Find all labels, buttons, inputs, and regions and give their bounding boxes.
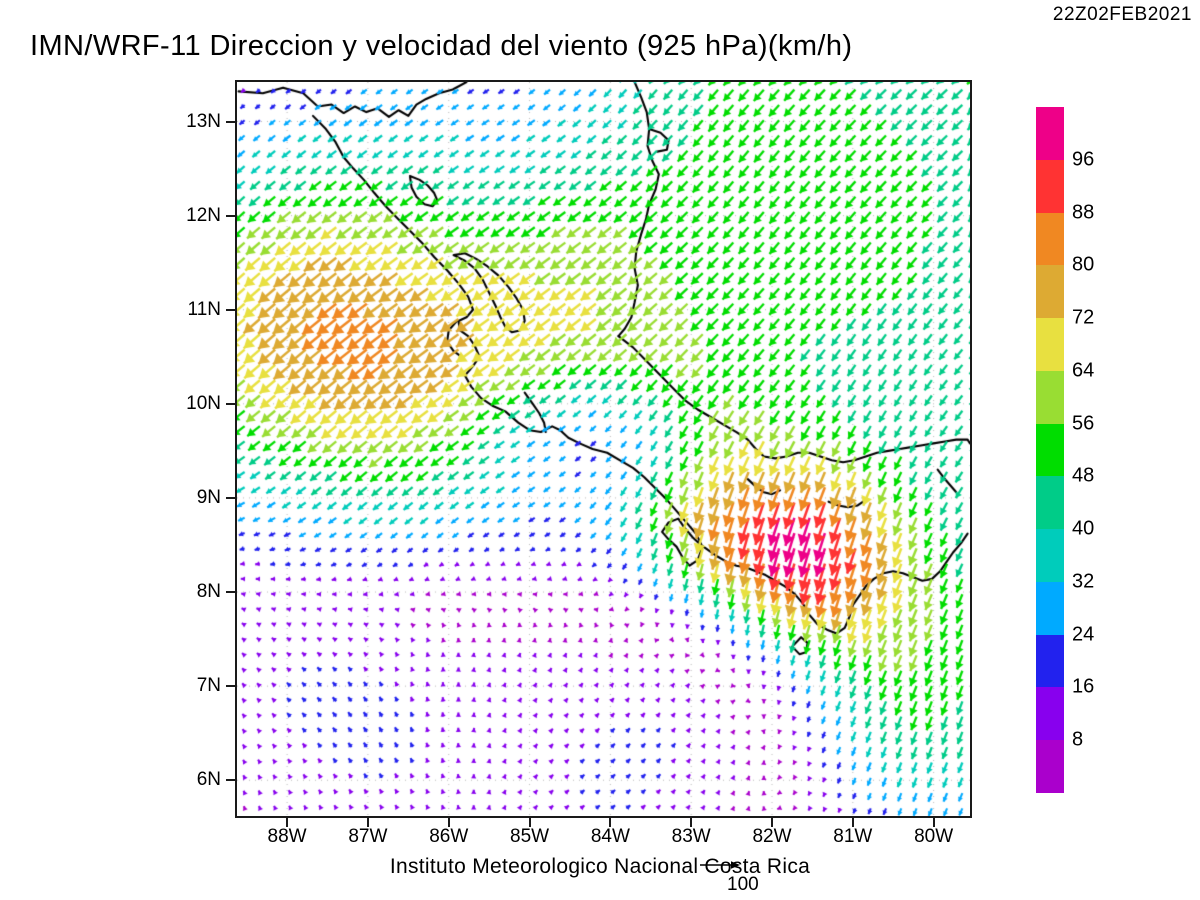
reference-vector-arrow <box>700 861 740 869</box>
longitude-tick-label: 81W <box>833 826 873 847</box>
colorbar-tick-label: 8 <box>1072 728 1084 751</box>
colorbar-band <box>1036 370 1064 424</box>
colorbar-band <box>1036 423 1064 477</box>
colorbar-band <box>1036 107 1064 160</box>
wind-vector-field <box>237 82 970 816</box>
colorbar-tick-label: 32 <box>1072 570 1095 593</box>
latitude-tick-label: 6N <box>196 769 221 791</box>
latitude-tick-mark <box>226 779 235 782</box>
colorbar-band <box>1036 212 1064 266</box>
colorbar-tick-label: 96 <box>1072 148 1095 171</box>
colorbar-tick-label: 80 <box>1072 253 1095 276</box>
colorbar-tick-label: 16 <box>1072 675 1095 698</box>
longitude-tick-mark <box>771 818 773 827</box>
colorbar-tick-label: 56 <box>1072 412 1095 435</box>
longitude-tick-mark <box>690 818 693 827</box>
colorbar-tick-label: 24 <box>1072 623 1095 646</box>
wind-speed-colorbar <box>1036 107 1064 793</box>
page-title: IMN/WRF-11 Direccion y velocidad del vie… <box>30 30 853 62</box>
latitude-tick-label: 12N <box>186 204 221 226</box>
colorbar-tick-label: 88 <box>1072 201 1095 224</box>
latitude-tick-mark <box>226 214 235 217</box>
longitude-tick-mark <box>286 818 289 827</box>
latitude-tick-mark <box>226 685 235 688</box>
longitude-tick-mark <box>932 818 935 827</box>
latitude-tick-label: 11N <box>187 298 221 320</box>
latitude-tick-label: 7N <box>196 675 221 697</box>
longitude-tick-label: 88W <box>267 826 307 847</box>
colorbar-tick-label: 72 <box>1072 306 1095 329</box>
colorbar-tick-label: 40 <box>1072 517 1095 540</box>
colorbar-band <box>1036 581 1064 635</box>
colorbar-band <box>1036 318 1064 371</box>
colorbar-band <box>1036 159 1064 213</box>
reference-vector-label: 100 <box>727 874 759 895</box>
longitude-tick-mark <box>609 818 612 827</box>
colorbar-band <box>1036 687 1064 741</box>
latitude-tick-mark <box>226 496 235 499</box>
longitude-tick-mark <box>366 818 369 827</box>
colorbar-band <box>1036 476 1064 530</box>
longitude-tick-label: 86W <box>429 826 469 847</box>
longitude-tick-mark <box>528 818 531 827</box>
colorbar-band <box>1036 265 1064 319</box>
colorbar-band <box>1036 740 1064 793</box>
latitude-tick-mark <box>226 120 235 123</box>
colorbar-tick-label: 48 <box>1072 464 1095 487</box>
latitude-tick-label: 9N <box>196 486 221 508</box>
longitude-tick-label: 87W <box>348 826 388 847</box>
latitude-tick-mark <box>226 402 235 405</box>
valid-time-stamp: 22Z02FEB2021 <box>1052 4 1192 25</box>
latitude-tick-label: 13N <box>186 110 221 132</box>
latitude-tick-label: 8N <box>196 581 221 603</box>
longitude-tick-mark <box>851 818 854 827</box>
longitude-tick-label: 83W <box>671 826 711 847</box>
latitude-tick-mark <box>226 308 235 311</box>
institution-footer: Instituto Meteorologico Nacional Costa R… <box>389 855 811 878</box>
longitude-tick-label: 85W <box>510 826 550 847</box>
latitude-tick-mark <box>226 591 235 594</box>
latitude-tick-label: 10N <box>186 392 221 414</box>
colorbar-band <box>1036 529 1064 582</box>
longitude-tick-label: 82W <box>752 826 792 847</box>
longitude-tick-label: 80W <box>914 826 954 847</box>
wind-map-plot <box>235 80 972 818</box>
colorbar-tick-label: 64 <box>1072 359 1095 382</box>
longitude-tick-mark <box>447 818 450 827</box>
colorbar-band <box>1036 634 1064 688</box>
longitude-tick-label: 84W <box>590 826 630 847</box>
